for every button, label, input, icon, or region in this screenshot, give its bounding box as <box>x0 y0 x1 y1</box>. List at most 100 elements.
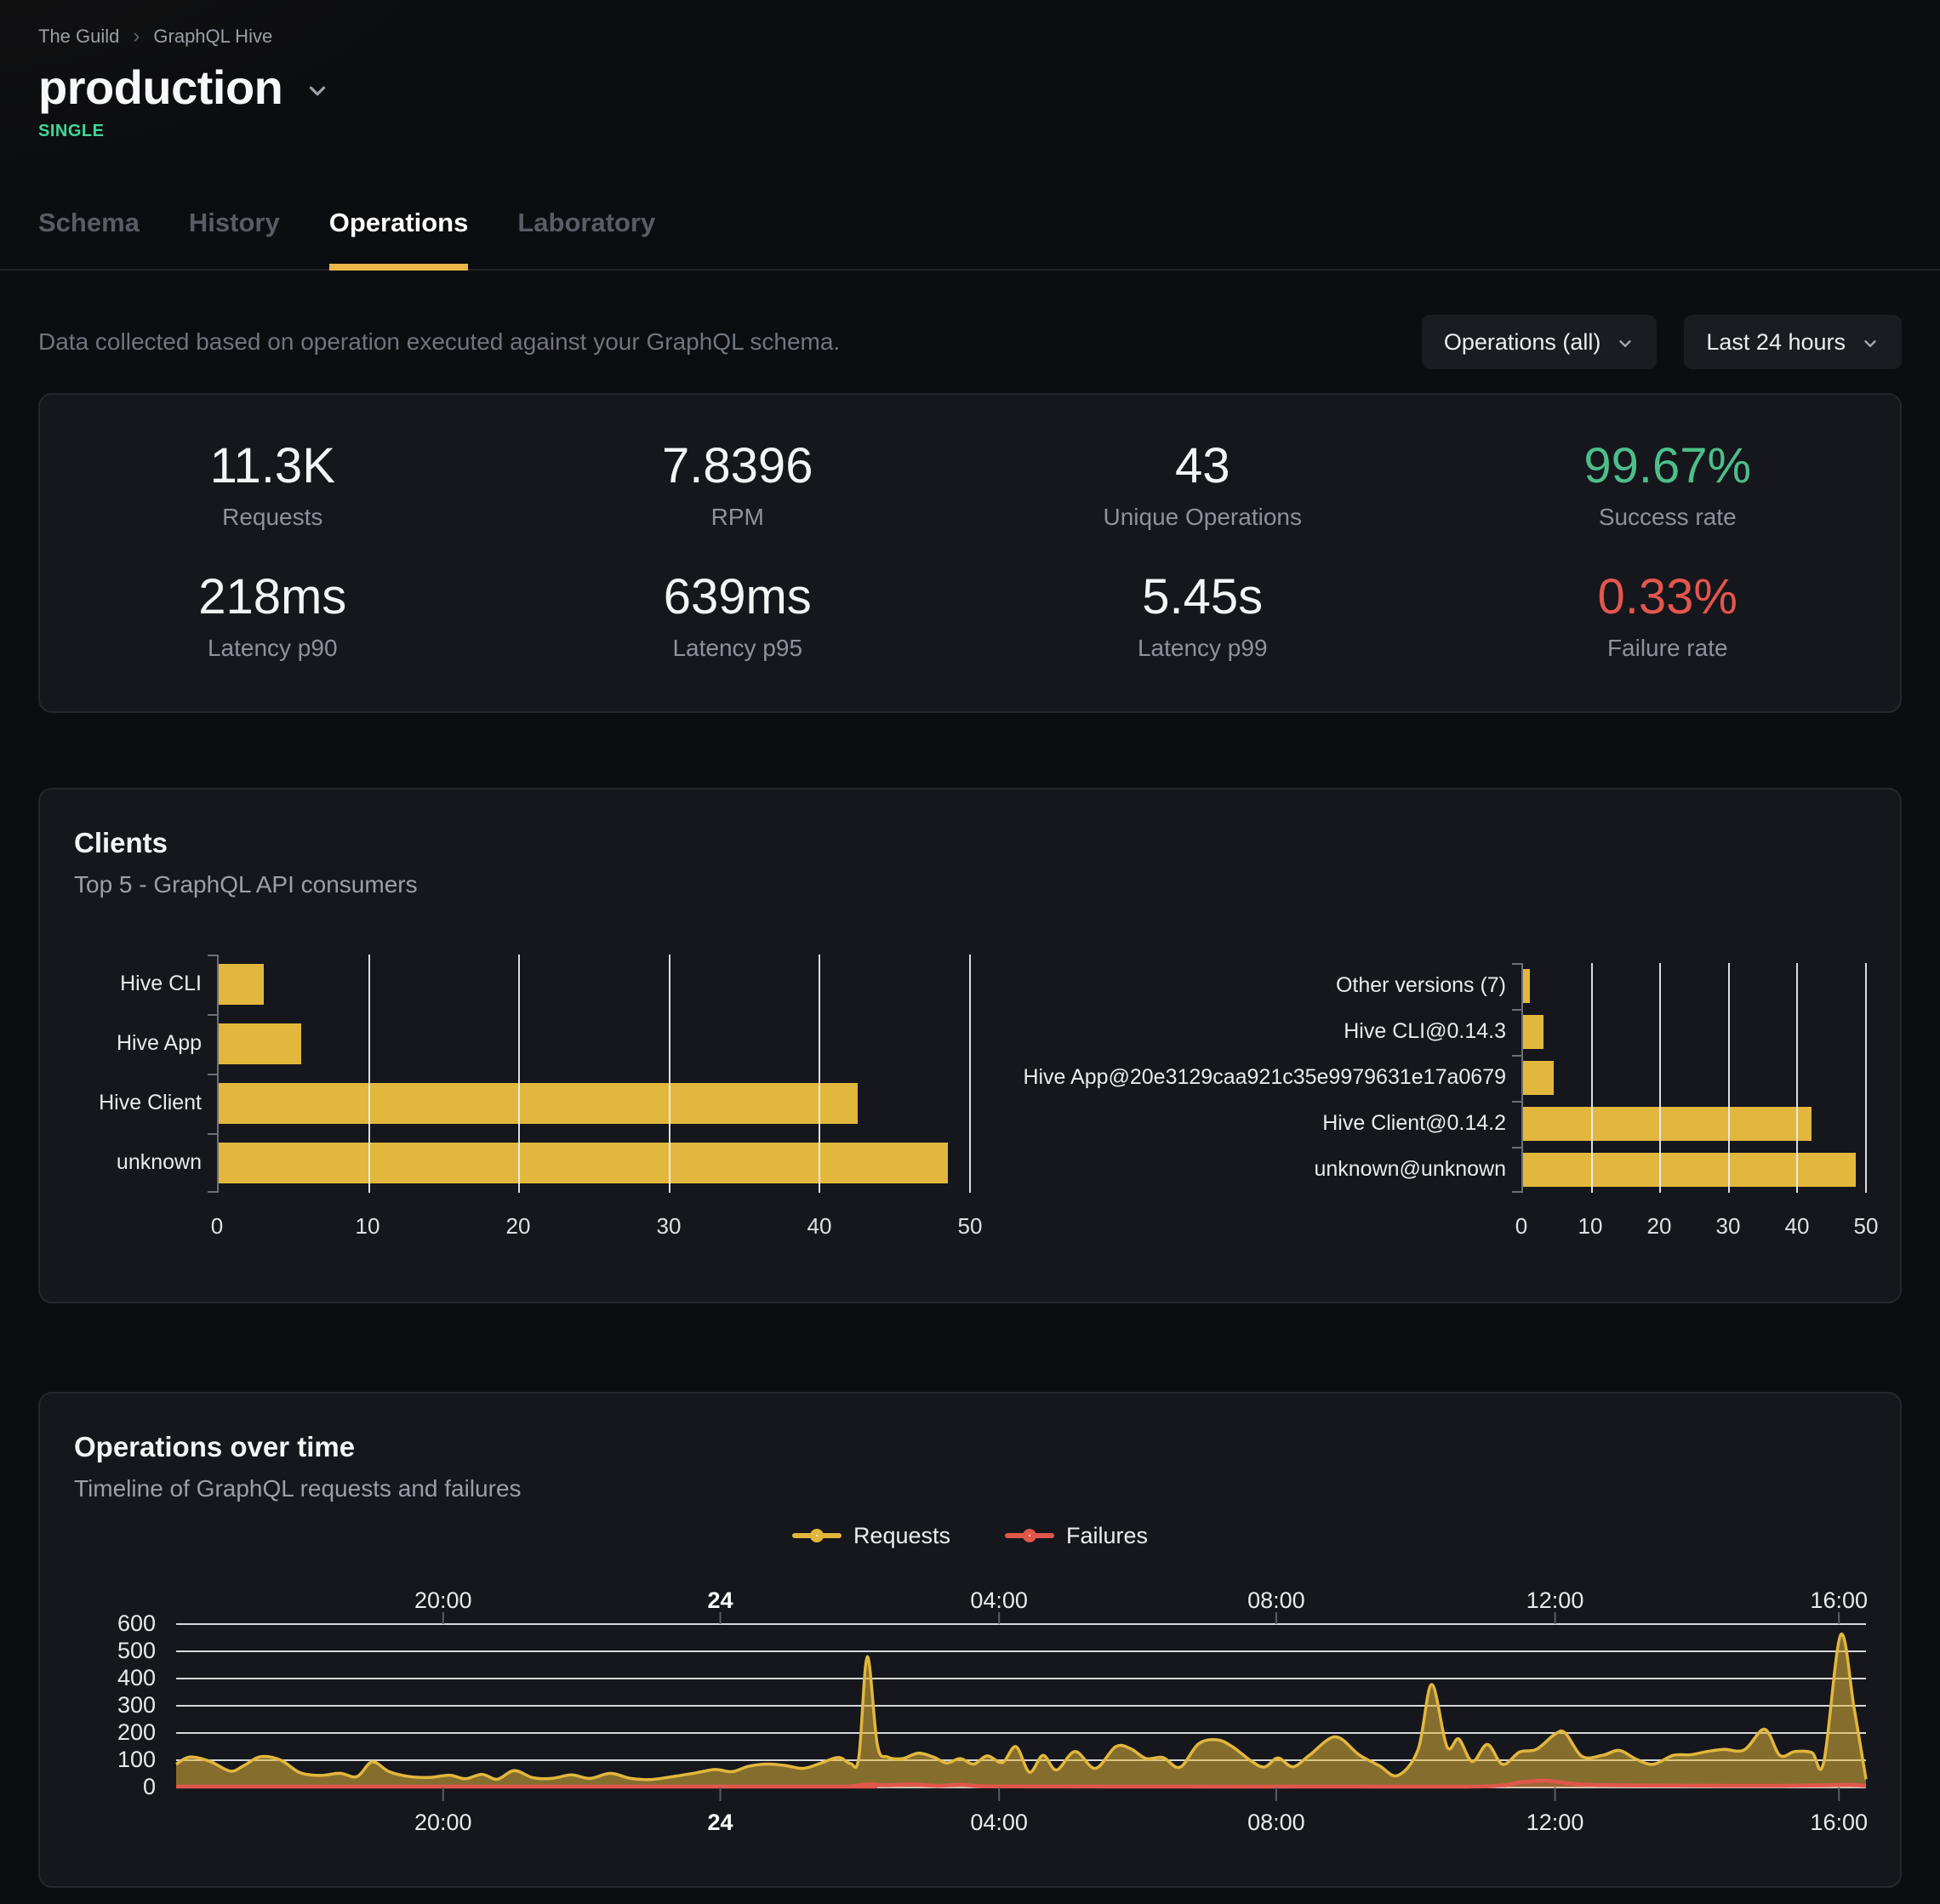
page-title: production <box>38 60 283 114</box>
bar[interactable] <box>1523 1060 1555 1095</box>
axis-tick-label: 30 <box>1715 1212 1741 1239</box>
operations-filter-dropdown[interactable]: Operations (all) <box>1421 315 1658 369</box>
gridline <box>668 954 670 1193</box>
stat-unique-operations: 43 Unique Operations <box>970 439 1435 531</box>
bar-category-label: Hive CLI@0.14.3 <box>1344 1019 1506 1044</box>
target-title-row: production <box>38 60 1902 115</box>
bar-row <box>1523 1009 1866 1055</box>
failures-line[interactable] <box>175 1778 1867 1788</box>
timeline-chart: 20:00 24 04:00 08:00 12:00 16:00 0 100 200 300 40… <box>74 1583 1869 1842</box>
timeline-area-chart <box>175 1611 1868 1801</box>
axis-tick-label: 0 <box>1515 1212 1528 1239</box>
target-type-badge: SINGLE <box>38 122 105 140</box>
bar-chart-x-axis: 0 10 20 30 40 50 <box>211 1206 983 1246</box>
operations-filter-value: Operations (all) <box>1443 328 1601 355</box>
bar-row <box>1523 1101 1866 1147</box>
page-header: The Guild › GraphQL Hive production SING… <box>0 0 1940 141</box>
tab-operations[interactable]: Operations <box>328 208 469 271</box>
axis-tick <box>1512 1146 1521 1149</box>
failures-line-marker-icon <box>1005 1523 1055 1548</box>
stat-label: Latency p95 <box>672 634 803 661</box>
operations-over-time-card: Operations over time Timeline of GraphQL… <box>38 1391 1902 1888</box>
operations-card-subtitle: Timeline of GraphQL requests and failure… <box>74 1474 522 1502</box>
axis-tick <box>208 1073 217 1075</box>
stat-rpm: 7.8396 RPM <box>505 439 971 531</box>
stat-value: 43 <box>1174 438 1230 493</box>
stat-value: 0.33% <box>1597 568 1737 624</box>
period-filter-dropdown[interactable]: Last 24 hours <box>1684 315 1902 369</box>
chevron-down-icon <box>1619 340 1632 347</box>
axis-tick <box>208 1013 217 1016</box>
tab-laboratory[interactable]: Laboratory <box>517 208 656 237</box>
bar-category-label: Other versions (7) <box>1335 973 1506 998</box>
bar-category-label: unknown <box>116 1150 202 1175</box>
bar-chart-plot <box>208 954 971 1193</box>
bar-row <box>219 955 970 1014</box>
bar[interactable] <box>1523 1106 1812 1141</box>
axis-tick-label: 40 <box>1784 1212 1810 1239</box>
axis-tick-label: 40 <box>807 1212 832 1239</box>
legend-label: Requests <box>853 1522 951 1548</box>
stat-latency-p90: 218ms Latency p90 <box>40 568 505 662</box>
bar-category-labels: Hive CLI Hive App Hive Client unknown <box>74 955 217 1193</box>
bar[interactable] <box>219 1023 302 1064</box>
bar-chart-plot <box>1512 962 1867 1193</box>
client-versions-bar-chart: Other versions (7) Hive CLI@0.14.3 Hive Ap… <box>970 962 1879 1246</box>
bar-row <box>1523 1147 1866 1193</box>
bar-category-label: Hive Client <box>99 1091 202 1115</box>
stat-value: 639ms <box>663 568 812 624</box>
axis-tick-label: 20 <box>505 1212 531 1239</box>
axis-tick-label: 16:00 <box>1810 1587 1869 1613</box>
bar[interactable] <box>219 1082 858 1124</box>
bar-chart-x-axis: 0 10 20 30 40 50 <box>1515 1206 1879 1246</box>
axis-tick-label: 04:00 <box>970 1587 1028 1613</box>
axis-tick <box>1512 1190 1521 1193</box>
axis-tick-label: 12:00 <box>1526 1587 1584 1613</box>
axis-tick <box>208 1132 217 1135</box>
clients-card-title: Clients <box>74 826 168 858</box>
stat-latency-p95: 639ms Latency p95 <box>505 568 971 662</box>
stat-label: Requests <box>222 503 323 530</box>
bar-row <box>1523 963 1866 1009</box>
axis-tick-label: 12:00 <box>1526 1809 1584 1835</box>
legend-label: Failures <box>1066 1522 1149 1548</box>
stat-value: 7.8396 <box>662 438 813 493</box>
timeline-plot <box>175 1611 1868 1801</box>
chevron-down-icon[interactable] <box>305 78 330 104</box>
period-filter-value: Last 24 hours <box>1706 328 1846 355</box>
axis-tick <box>1512 1100 1521 1103</box>
tab-history[interactable]: History <box>188 208 280 237</box>
bar[interactable] <box>1523 968 1531 1003</box>
axis-tick-label: 0 <box>142 1773 156 1799</box>
gridline <box>1727 962 1730 1193</box>
gridline <box>1865 962 1867 1193</box>
axis-tick-label: 0 <box>210 1212 224 1239</box>
timeline-top-axis: 20:00 24 04:00 08:00 12:00 16:00 <box>176 1583 1869 1624</box>
axis-tick-label: 08:00 <box>1247 1587 1305 1613</box>
tab-schema[interactable]: Schema <box>38 208 140 237</box>
chevron-right-icon: › <box>133 25 140 48</box>
breadcrumb-org-link[interactable]: The Guild <box>38 26 120 47</box>
bar[interactable] <box>1523 1014 1544 1049</box>
gridline <box>1659 962 1662 1193</box>
stat-label: Unique Operations <box>1103 503 1302 530</box>
breadcrumb-project-link[interactable]: GraphQL Hive <box>153 26 273 47</box>
axis-tick <box>1512 1008 1521 1011</box>
chevron-down-icon <box>1864 340 1876 347</box>
bar[interactable] <box>219 1142 948 1183</box>
axis-tick-label: 200 <box>117 1719 156 1745</box>
clients-charts-row: Hive CLI Hive App Hive Client unknown 0 10 20 3… <box>74 954 1879 1246</box>
bar[interactable] <box>219 963 264 1005</box>
axis-tick <box>208 1190 217 1193</box>
axis-tick-label: 20:00 <box>414 1587 472 1613</box>
requests-area <box>176 1633 1866 1787</box>
axis-tick-label: 100 <box>117 1746 156 1772</box>
axis-tick-label: 30 <box>656 1212 682 1239</box>
stat-value: 218ms <box>198 568 347 624</box>
requests-line[interactable] <box>175 1632 1868 1781</box>
axis-tick-label: 10 <box>355 1212 380 1239</box>
axis-tick-label: 20 <box>1646 1212 1672 1239</box>
bar[interactable] <box>1523 1152 1856 1187</box>
clients-card: Clients Top 5 - GraphQL API consumers Hi… <box>38 787 1902 1303</box>
bar-category-labels: Other versions (7) Hive CLI@0.14.3 Hive Ap… <box>970 963 1521 1193</box>
